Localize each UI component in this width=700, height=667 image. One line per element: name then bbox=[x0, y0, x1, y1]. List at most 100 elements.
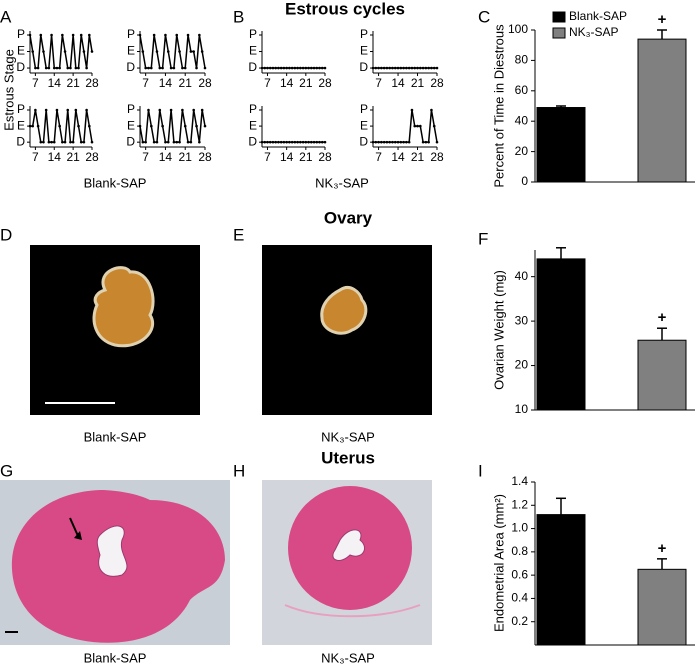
point bbox=[138, 33, 142, 37]
legend-swatch bbox=[552, 11, 566, 23]
point bbox=[36, 124, 40, 128]
point bbox=[203, 124, 207, 128]
point bbox=[374, 140, 378, 144]
point bbox=[424, 66, 428, 70]
y-tick-label: D bbox=[16, 134, 25, 148]
point bbox=[192, 50, 195, 53]
point bbox=[172, 66, 176, 70]
section-title: Uterus bbox=[321, 448, 375, 467]
y-tick-label: D bbox=[16, 60, 25, 74]
line bbox=[139, 109, 206, 143]
point bbox=[189, 140, 193, 144]
point bbox=[310, 140, 313, 144]
panel-letter: C bbox=[478, 7, 490, 26]
y-tick-label: D bbox=[126, 60, 135, 74]
x-tick-label: 28 bbox=[198, 76, 212, 90]
legend-label: NK₃-SAP bbox=[569, 25, 619, 39]
point bbox=[304, 66, 308, 70]
x-tick-label: 14 bbox=[280, 76, 294, 90]
point bbox=[186, 140, 190, 144]
y-tick-label: E bbox=[249, 44, 257, 58]
point bbox=[74, 66, 78, 70]
x-tick-label: 14 bbox=[159, 76, 173, 90]
point bbox=[388, 140, 391, 144]
point bbox=[195, 124, 198, 128]
point bbox=[435, 140, 439, 144]
point bbox=[285, 66, 288, 70]
point bbox=[39, 33, 43, 37]
x-tick-label: 7 bbox=[32, 76, 39, 90]
point bbox=[382, 66, 386, 70]
y-tick-label: P bbox=[360, 27, 368, 41]
point bbox=[260, 140, 264, 144]
point bbox=[410, 66, 414, 70]
y-tick-label: 40 bbox=[515, 113, 529, 127]
point bbox=[318, 66, 321, 70]
x-tick-label: 7 bbox=[375, 76, 382, 90]
point bbox=[419, 66, 422, 70]
lumen bbox=[332, 529, 365, 561]
x-tick-label: 21 bbox=[411, 76, 425, 90]
panel-letter: D bbox=[0, 225, 12, 244]
x-tick-label: 28 bbox=[430, 76, 444, 90]
point bbox=[371, 66, 375, 70]
point bbox=[71, 33, 75, 37]
point bbox=[424, 140, 428, 144]
point bbox=[63, 140, 67, 144]
point bbox=[282, 140, 286, 144]
y-tick-label: D bbox=[359, 60, 368, 74]
y-axis-label: Estrous Stage bbox=[1, 49, 16, 131]
point bbox=[141, 140, 145, 144]
point bbox=[55, 66, 59, 70]
y-tick-label: 20 bbox=[515, 144, 529, 158]
point bbox=[63, 50, 67, 53]
panel-letter: E bbox=[233, 225, 244, 244]
point bbox=[88, 33, 91, 37]
x-tick-label: 7 bbox=[142, 76, 149, 90]
y-tick-label: E bbox=[17, 44, 25, 58]
ovary-blank bbox=[92, 266, 155, 348]
y-tick-label: 0.4 bbox=[511, 591, 528, 605]
point bbox=[82, 140, 86, 144]
y-tick-label: E bbox=[360, 118, 368, 132]
y-tick-label: 1.2 bbox=[511, 497, 528, 511]
point bbox=[263, 140, 267, 144]
bar bbox=[637, 38, 687, 183]
point bbox=[282, 66, 286, 70]
point bbox=[288, 140, 291, 144]
point bbox=[385, 140, 389, 144]
y-tick-label: 1.4 bbox=[511, 474, 528, 488]
y-tick-label: 100 bbox=[508, 22, 528, 36]
point bbox=[435, 66, 439, 70]
point bbox=[377, 140, 380, 144]
point bbox=[200, 108, 204, 112]
point bbox=[34, 108, 37, 112]
point bbox=[158, 108, 162, 112]
point bbox=[66, 108, 70, 112]
lumen bbox=[96, 525, 128, 577]
point bbox=[186, 33, 190, 37]
point bbox=[47, 140, 51, 144]
bar bbox=[637, 568, 687, 646]
point bbox=[169, 108, 173, 112]
point bbox=[391, 140, 394, 144]
section-title: Ovary bbox=[324, 208, 373, 227]
point bbox=[274, 66, 277, 70]
point bbox=[82, 50, 86, 53]
point bbox=[380, 66, 383, 70]
point bbox=[90, 140, 94, 144]
point bbox=[189, 50, 193, 53]
y-axis-label: Ovarian Weight (mg) bbox=[491, 270, 506, 390]
point bbox=[285, 140, 288, 144]
point bbox=[288, 66, 291, 70]
y-axis-label: Endometrial Area (mm²) bbox=[491, 494, 506, 632]
point bbox=[416, 66, 419, 70]
point bbox=[315, 66, 319, 70]
point bbox=[169, 66, 173, 70]
point bbox=[320, 66, 324, 70]
point bbox=[52, 66, 56, 70]
bar bbox=[536, 514, 586, 646]
x-tick-label: 28 bbox=[430, 150, 444, 164]
point bbox=[271, 140, 275, 144]
x-tick-label: 14 bbox=[391, 150, 405, 164]
